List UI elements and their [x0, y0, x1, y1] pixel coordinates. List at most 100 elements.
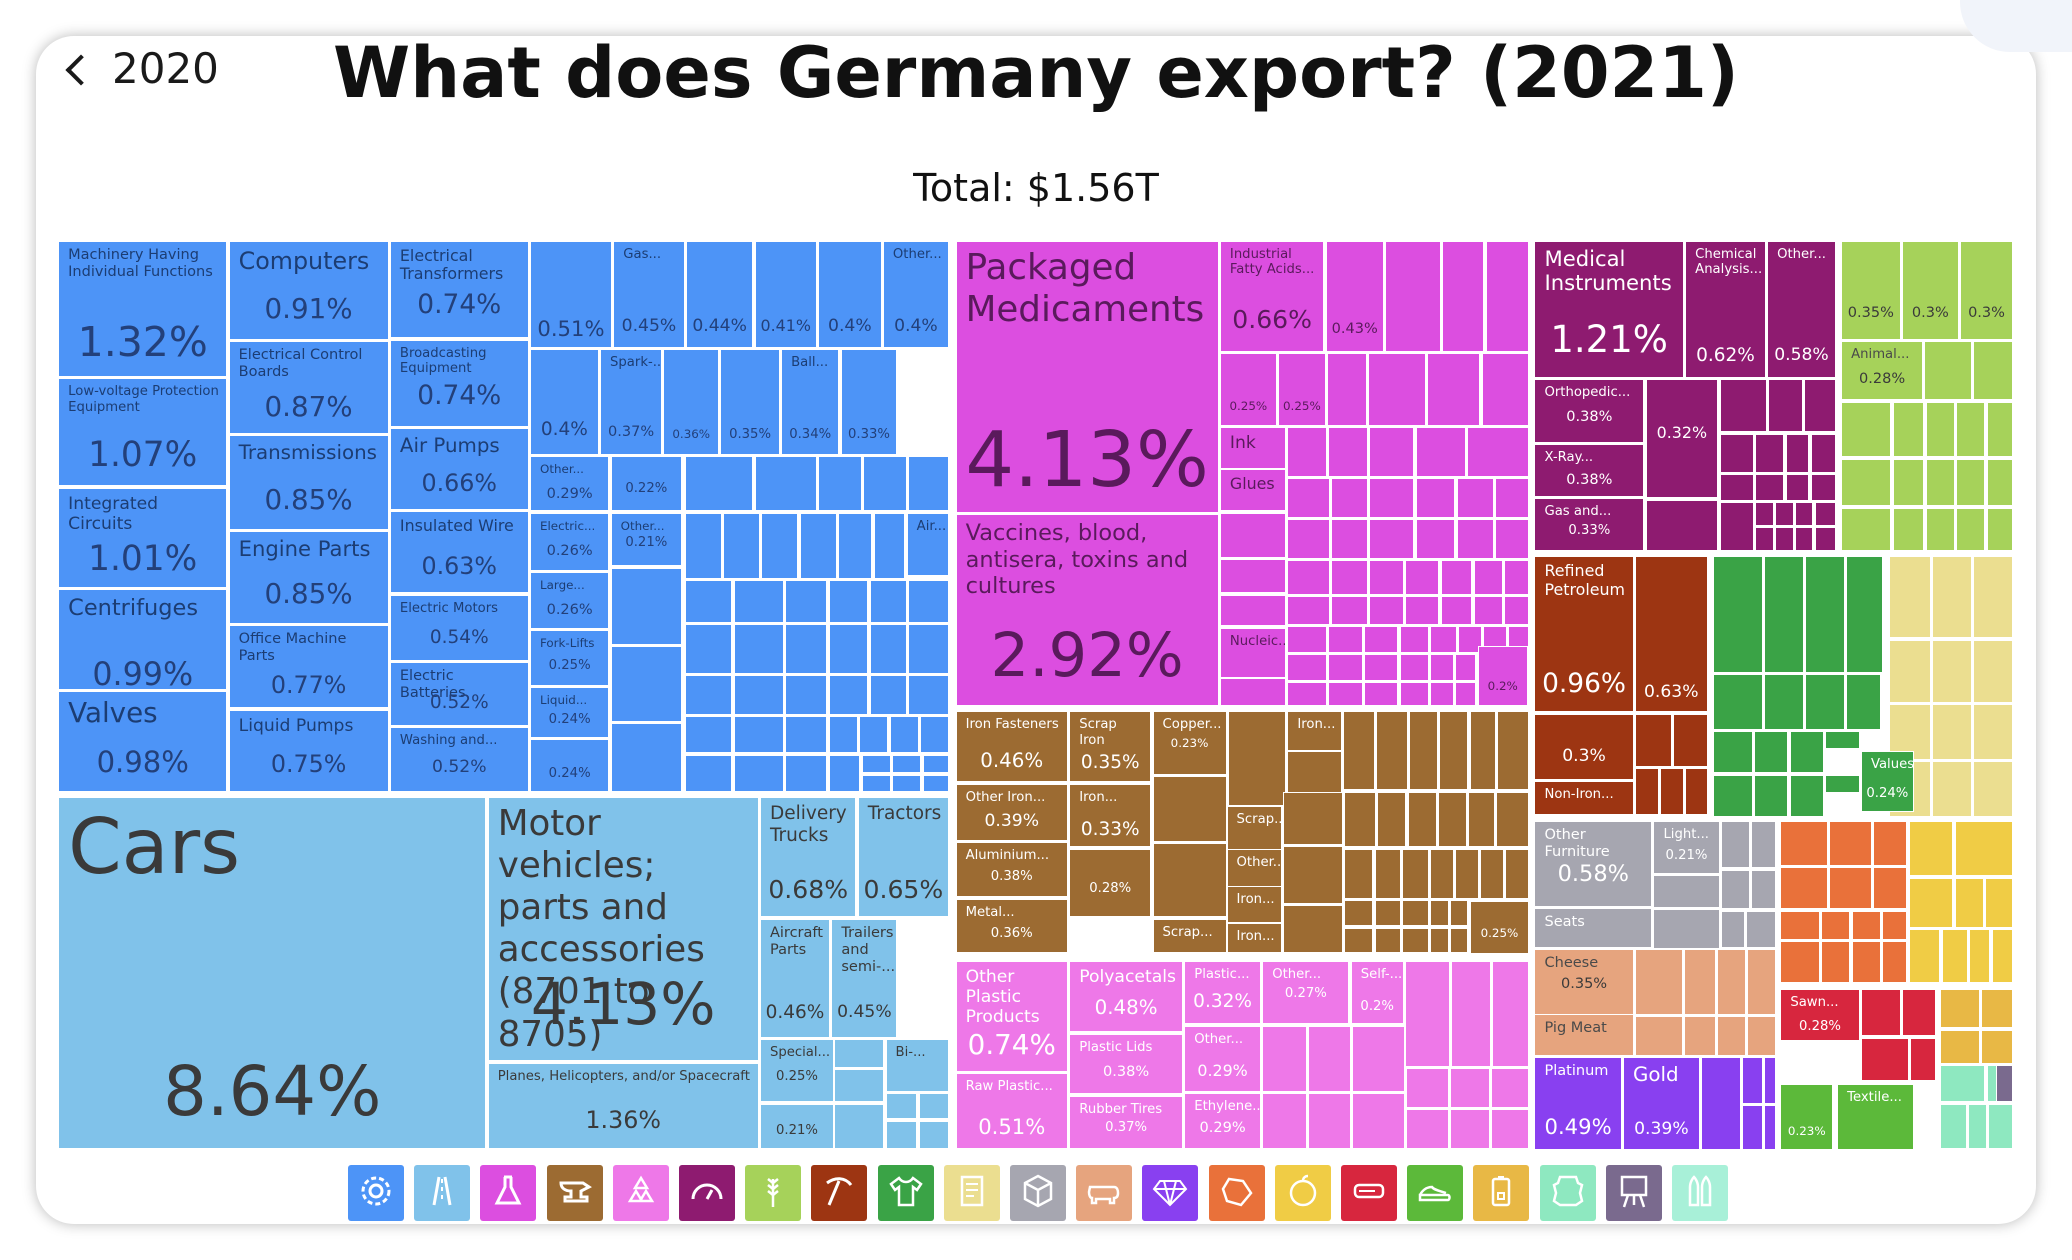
- treemap-tile-labeled[interactable]: Washing and... 0.52%: [389, 726, 529, 792]
- treemap-tile[interactable]: [722, 512, 760, 579]
- treemap-tile[interactable]: [1901, 988, 1937, 1037]
- treemap-tile[interactable]: [1330, 596, 1368, 626]
- treemap-tile[interactable]: [1821, 910, 1851, 940]
- treemap-tile-labeled[interactable]: Chemical Analysis... 0.62%: [1685, 240, 1766, 378]
- treemap-tile[interactable]: [1455, 848, 1479, 899]
- treemap-tile-labeled[interactable]: Other... 0.29%: [530, 455, 610, 512]
- treemap-tile[interactable]: [1481, 352, 1530, 426]
- treemap-tile[interactable]: [785, 754, 828, 792]
- treemap-tile[interactable]: [1814, 527, 1836, 552]
- treemap-tile[interactable]: [861, 774, 891, 792]
- treemap-tile[interactable]: [1892, 507, 1925, 552]
- treemap-tile-labeled[interactable]: Trailers and semi-... 0.45%: [831, 918, 898, 1038]
- treemap-tile[interactable]: [1344, 848, 1374, 899]
- treemap-tile[interactable]: [859, 716, 889, 754]
- treemap-tile-labeled[interactable]: Electric Motors 0.54%: [389, 594, 529, 661]
- treemap-tile[interactable]: [1716, 948, 1746, 1016]
- treemap-tile[interactable]: [1439, 711, 1469, 791]
- legend-instruments[interactable]: [679, 1165, 735, 1221]
- treemap-tile[interactable]: [761, 512, 799, 579]
- treemap-tile[interactable]: [1415, 478, 1456, 519]
- treemap-tile[interactable]: [1780, 941, 1820, 984]
- treemap-tile[interactable]: [1981, 988, 2013, 1029]
- treemap-tile[interactable]: [1497, 711, 1530, 791]
- treemap-tile[interactable]: [1841, 458, 1892, 507]
- treemap-tile[interactable]: [1747, 948, 1777, 1016]
- treemap-tile[interactable]: [1219, 678, 1286, 706]
- treemap-tile[interactable]: [1805, 556, 1846, 673]
- treemap-tile[interactable]: [733, 754, 784, 792]
- legend-stone-glass[interactable]: [1208, 1165, 1265, 1221]
- treemap-tile[interactable]: [1415, 519, 1456, 560]
- treemap-tile[interactable]: [610, 722, 682, 792]
- treemap-tile-labeled[interactable]: Self-... 0.2%: [1350, 960, 1404, 1025]
- treemap-tile-labeled[interactable]: Other... 0.21%: [610, 512, 682, 566]
- treemap-tile[interactable]: [1399, 654, 1429, 681]
- treemap-tile[interactable]: [1851, 910, 1881, 940]
- treemap-tile[interactable]: [1328, 654, 1363, 681]
- treemap-tile[interactable]: [1492, 960, 1530, 1067]
- treemap-tile[interactable]: [1956, 458, 1986, 507]
- treemap-tile[interactable]: [1262, 1025, 1308, 1092]
- treemap-tile[interactable]: [1326, 352, 1367, 426]
- treemap-tile[interactable]: [1415, 426, 1466, 478]
- treemap-tile[interactable]: [1467, 426, 1530, 478]
- treemap-tile[interactable]: [1473, 560, 1503, 595]
- treemap-tile[interactable]: [1932, 639, 1972, 704]
- treemap-tile[interactable]: [1480, 848, 1505, 899]
- treemap-tile-labeled[interactable]: Industrial Fatty Acids... 0.66%: [1219, 240, 1325, 352]
- treemap-tile[interactable]: [892, 774, 922, 792]
- treemap-tile[interactable]: [684, 623, 733, 675]
- treemap-tile[interactable]: [1402, 900, 1429, 927]
- treemap-tile-labeled[interactable]: Machinery Having Individual Functions 1.3…: [58, 240, 228, 377]
- treemap-tile[interactable]: [1941, 929, 1968, 984]
- treemap-tile[interactable]: [1369, 560, 1404, 595]
- treemap-tile[interactable]: [1504, 560, 1530, 595]
- treemap-tile[interactable]: [1369, 426, 1415, 478]
- treemap-tile[interactable]: [733, 716, 784, 754]
- treemap-tile[interactable]: [1287, 596, 1330, 626]
- treemap-tile[interactable]: [869, 675, 907, 716]
- treemap-tile[interactable]: [1469, 711, 1497, 791]
- treemap-tile-labeled[interactable]: Low-voltage Protection Equipment 1.07%: [58, 378, 228, 487]
- treemap-tile[interactable]: [1496, 791, 1530, 848]
- treemap-tile[interactable]: [1719, 502, 1754, 552]
- treemap-tile[interactable]: [837, 512, 873, 579]
- treemap-tile[interactable]: [818, 455, 862, 512]
- treemap-tile[interactable]: [1634, 713, 1672, 767]
- treemap-tile[interactable]: [1404, 560, 1440, 595]
- treemap-tile[interactable]: [1888, 704, 1931, 760]
- treemap-tile[interactable]: [1751, 869, 1777, 910]
- treemap-tile-labeled[interactable]: Platinum 0.49%: [1534, 1057, 1622, 1150]
- treemap-tile-labeled[interactable]: Pig Meat: [1534, 1013, 1634, 1057]
- treemap-tile[interactable]: [1892, 401, 1925, 458]
- treemap-tile-labeled[interactable]: Other... 0.29%: [1184, 1025, 1261, 1092]
- treemap-tile-labeled[interactable]: Aircraft Parts 0.46%: [759, 918, 831, 1038]
- treemap-tile[interactable]: [1925, 507, 1955, 552]
- treemap-tile-labeled[interactable]: Medical Instruments 1.21%: [1534, 240, 1684, 378]
- treemap-tile[interactable]: [1860, 988, 1901, 1037]
- treemap-tile[interactable]: [1374, 900, 1401, 927]
- treemap-tile[interactable]: [1986, 507, 2013, 552]
- treemap-tile[interactable]: [1287, 519, 1330, 560]
- legend-chemical-products[interactable]: [480, 1165, 537, 1221]
- treemap-tile[interactable]: [1399, 626, 1429, 653]
- treemap-tile[interactable]: [1720, 869, 1750, 910]
- treemap-tile[interactable]: [1768, 379, 1803, 433]
- treemap-tile[interactable]: [1408, 711, 1438, 791]
- treemap-tile-labeled[interactable]: 0.2%: [1477, 646, 1528, 706]
- treemap-tile[interactable]: [1932, 556, 1972, 639]
- treemap-tile[interactable]: [1441, 240, 1485, 352]
- treemap-tile[interactable]: [1363, 626, 1399, 653]
- treemap-tile[interactable]: [1991, 929, 2013, 984]
- treemap-tile[interactable]: [1712, 674, 1764, 730]
- treemap-tile-labeled[interactable]: Aluminium... 0.38%: [955, 841, 1068, 898]
- treemap-tile[interactable]: [1287, 560, 1330, 595]
- treemap-tile[interactable]: [1685, 767, 1708, 816]
- treemap-tile[interactable]: [922, 774, 949, 792]
- treemap-tile[interactable]: [1924, 340, 1972, 401]
- treemap-tile-labeled[interactable]: Iron...: [1287, 711, 1342, 751]
- treemap-tile-labeled[interactable]: Scrap...: [1152, 918, 1227, 953]
- treemap-tile[interactable]: [684, 716, 733, 754]
- treemap-tile[interactable]: [1363, 654, 1399, 681]
